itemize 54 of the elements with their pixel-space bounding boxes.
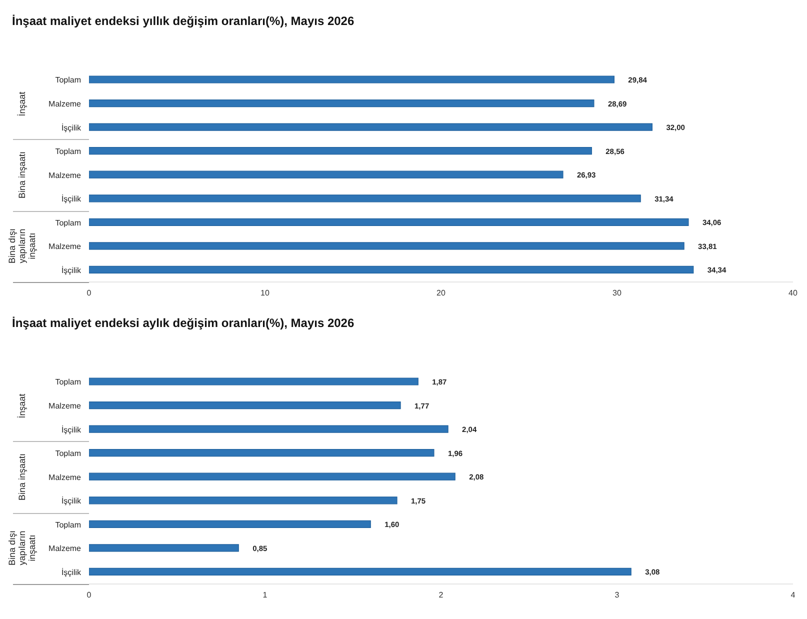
bar <box>89 472 456 480</box>
y-tick-label: Malzeme <box>48 100 82 109</box>
x-tick-label: 4 <box>790 590 796 600</box>
bar <box>89 378 418 386</box>
y-tick-label: İşçilik <box>61 266 82 275</box>
y-tick-label: Malzeme <box>48 242 82 252</box>
y-tick-label: İşçilik <box>61 194 82 204</box>
y-tick-label: Toplam <box>55 449 82 458</box>
y-tick-label: Malzeme <box>48 472 82 482</box>
bar <box>89 99 594 108</box>
bar <box>89 76 614 84</box>
bar <box>89 425 448 433</box>
x-tick-label: 0 <box>86 590 92 600</box>
text: İnşaat <box>17 392 27 420</box>
text: Bina inşaatı <box>17 150 27 201</box>
bar <box>89 401 401 410</box>
y-tick-label: İşçilik <box>61 568 82 577</box>
bar <box>89 568 632 576</box>
x-tick-label: 3 <box>614 590 620 600</box>
y-tick-label: İşçilik <box>61 496 82 506</box>
y-tick-label: Toplam <box>55 147 82 156</box>
x-tick-label: 40 <box>788 288 798 298</box>
bar <box>89 170 564 178</box>
bar <box>89 449 434 457</box>
x-tick-label: 30 <box>612 288 622 298</box>
text: Bina dışı yapıların inşaatı <box>7 530 37 568</box>
x-tick-label: 20 <box>436 288 446 298</box>
y-tick-label: İşçilik <box>61 123 82 132</box>
text: İnşaat <box>17 90 27 118</box>
y-tick-label: Malzeme <box>48 170 82 180</box>
bar <box>89 496 398 504</box>
bar <box>89 147 592 155</box>
y-tick-label: Toplam <box>55 218 82 228</box>
y-tick-label: İşçilik <box>61 425 82 434</box>
x-tick-label: 0 <box>86 288 92 298</box>
x-tick-label: 2 <box>438 590 444 600</box>
bar <box>89 194 641 202</box>
text: Bina dışı yapıların inşaatı <box>7 228 37 266</box>
bar <box>89 520 371 528</box>
bar <box>89 266 694 274</box>
x-tick-label: 1 <box>262 590 268 600</box>
y-tick-label: Malzeme <box>48 544 82 554</box>
bar <box>89 123 652 131</box>
y-tick-label: Toplam <box>55 520 82 530</box>
bar <box>89 218 689 226</box>
x-tick-label: 10 <box>260 288 270 298</box>
y-tick-label: Toplam <box>55 76 82 85</box>
y-tick-label: Malzeme <box>48 402 82 411</box>
chart-title: İnşaat maliyet endeksi yıllık değişim oranları(%), Mayıs 2026 <box>12 14 354 28</box>
bar <box>89 242 684 250</box>
bar <box>89 544 239 552</box>
chart-title: İnşaat maliyet endeksi aylık değişim oranları(%), Mayıs 2026 <box>12 316 354 330</box>
text: Bina inşaatı <box>17 452 27 503</box>
y-tick-label: Toplam <box>55 378 82 387</box>
